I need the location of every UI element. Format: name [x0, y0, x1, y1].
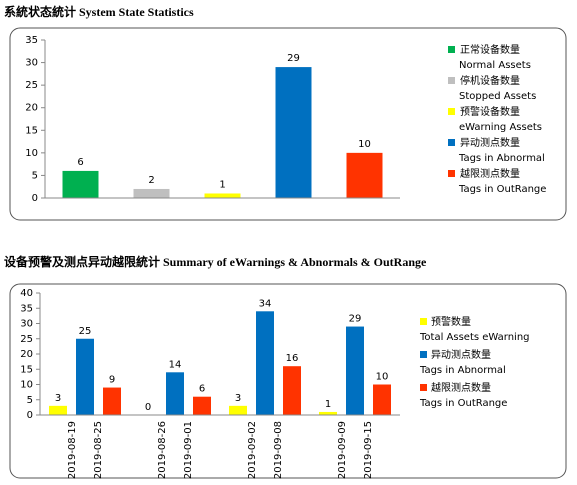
- legend-label: Normal Assets: [459, 60, 531, 71]
- value-label: 25: [79, 326, 92, 337]
- legend-label: Tags in OutRange: [419, 398, 507, 409]
- legend-swatch: [448, 139, 455, 146]
- value-label: 14: [169, 359, 182, 370]
- legend-swatch: [420, 318, 427, 325]
- y-tick-label: 5: [32, 170, 38, 181]
- y-tick-label: 10: [25, 148, 38, 159]
- value-label: 29: [349, 314, 362, 325]
- legend-label: eWarning Assets: [459, 122, 542, 133]
- bar: [256, 311, 274, 415]
- bar: [133, 188, 170, 198]
- legend-label: 停机设备数量: [460, 74, 520, 87]
- value-label: 10: [376, 372, 389, 383]
- x-tick-label: 2019-09-01: [183, 421, 194, 479]
- y-tick-label: 40: [20, 288, 33, 299]
- bar: [275, 67, 312, 198]
- value-label: 34: [259, 298, 272, 309]
- bar: [166, 372, 184, 415]
- y-tick-label: 0: [32, 193, 38, 204]
- y-tick-label: 15: [20, 364, 33, 375]
- value-label: 9: [109, 375, 115, 386]
- chart-title: 系統状态統计 System State Statistics: [4, 4, 194, 19]
- legend-swatch: [448, 170, 455, 177]
- value-label: 3: [55, 393, 61, 404]
- bar: [204, 193, 241, 198]
- bar: [373, 384, 391, 415]
- x-tick-label: 2019-08-19: [67, 421, 78, 479]
- x-tick-label: 2019-09-02: [247, 421, 258, 479]
- legend-label: 越限测点数量: [431, 381, 491, 394]
- value-label: 0: [145, 402, 151, 413]
- x-tick-label: 2019-08-26: [157, 421, 168, 479]
- bar: [62, 170, 99, 198]
- y-tick-label: 25: [20, 334, 33, 345]
- bar: [193, 396, 211, 415]
- legend-swatch: [420, 384, 427, 391]
- y-tick-label: 5: [27, 395, 33, 406]
- y-tick-label: 30: [20, 319, 33, 330]
- legend-label: Tags in Abnormal: [458, 153, 545, 164]
- value-label: 1: [219, 179, 225, 190]
- y-tick-label: 25: [25, 80, 38, 91]
- x-tick-label: 2019-09-15: [363, 421, 374, 479]
- value-label: 1: [325, 399, 331, 410]
- legend-swatch: [448, 108, 455, 115]
- legend-swatch: [448, 46, 455, 53]
- y-tick-label: 20: [25, 103, 38, 114]
- legend-swatch: [420, 351, 427, 358]
- y-tick-label: 15: [25, 125, 38, 136]
- chart-title: 设备预警及测点异动越限統计 Summary of eWarnings & Abn…: [4, 254, 427, 269]
- legend-label: Tags in OutRange: [458, 184, 546, 195]
- y-tick-label: 35: [25, 35, 38, 46]
- bar: [283, 366, 301, 415]
- value-label: 2: [148, 175, 154, 186]
- value-label: 29: [287, 53, 300, 64]
- bar: [319, 411, 337, 415]
- legend-label: Tags in Abnormal: [419, 365, 506, 376]
- bar: [103, 387, 121, 415]
- value-label: 6: [77, 157, 83, 168]
- x-tick-label: 2019-08-25: [93, 421, 104, 479]
- bar: [346, 152, 383, 198]
- legend-label: 正常设备数量: [460, 43, 520, 56]
- y-tick-label: 0: [27, 410, 33, 421]
- legend-swatch: [448, 77, 455, 84]
- x-tick-label: 2019-09-09: [337, 421, 348, 479]
- y-tick-label: 10: [20, 380, 33, 391]
- legend-label: Stopped Assets: [459, 91, 536, 102]
- bar: [76, 338, 94, 415]
- x-tick-label: 2019-09-08: [273, 421, 284, 479]
- value-label: 3: [235, 393, 241, 404]
- y-tick-label: 30: [25, 58, 38, 69]
- legend-label: 越限测点数量: [460, 167, 520, 180]
- bar: [346, 326, 364, 415]
- legend-label: 预警数量: [431, 315, 471, 328]
- legend-label: 异动测点数量: [460, 136, 520, 149]
- value-label: 16: [286, 353, 299, 364]
- bar: [229, 405, 247, 415]
- legend-label: 异动测点数量: [431, 348, 491, 361]
- y-tick-label: 20: [20, 349, 33, 360]
- y-tick-label: 35: [20, 303, 33, 314]
- legend-label: 预警设备数量: [460, 105, 520, 118]
- legend-label: Total Assets eWarning: [419, 332, 530, 343]
- value-label: 6: [199, 384, 205, 395]
- bar: [49, 405, 67, 415]
- value-label: 10: [358, 139, 371, 150]
